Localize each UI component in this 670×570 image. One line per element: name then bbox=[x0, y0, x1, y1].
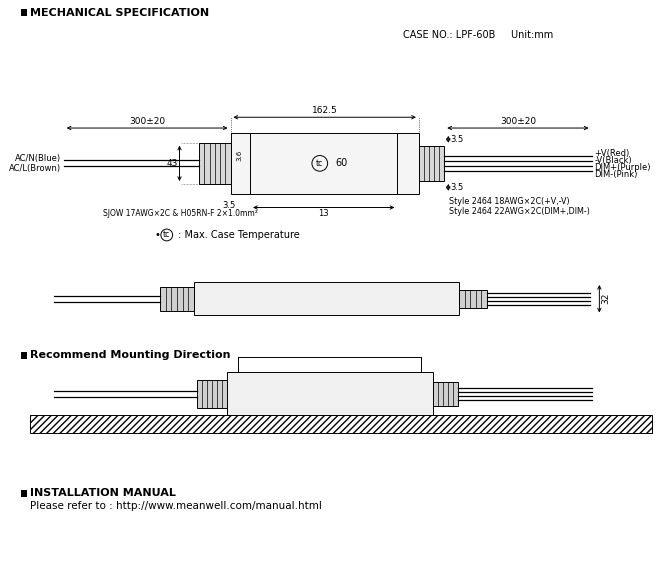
Bar bbox=[21, 9, 27, 16]
Text: MECHANICAL SPECIFICATION: MECHANICAL SPECIFICATION bbox=[30, 8, 210, 18]
Text: 162.5: 162.5 bbox=[312, 106, 338, 115]
Bar bbox=[21, 352, 27, 359]
Text: CASE NO.: LPF-60B     Unit:mm: CASE NO.: LPF-60B Unit:mm bbox=[403, 30, 553, 40]
Text: -V(Black): -V(Black) bbox=[594, 156, 632, 165]
Text: Style 2464 18AWG×2C(+V,-V): Style 2464 18AWG×2C(+V,-V) bbox=[450, 197, 570, 206]
Bar bbox=[419, 146, 444, 181]
Text: DIM-(Pink): DIM-(Pink) bbox=[594, 170, 638, 178]
Text: 300±20: 300±20 bbox=[129, 117, 165, 126]
Text: 60: 60 bbox=[335, 158, 348, 168]
Text: AC/L(Brown): AC/L(Brown) bbox=[9, 164, 61, 173]
Bar bbox=[199, 142, 230, 184]
Text: DIM+(Purple): DIM+(Purple) bbox=[594, 163, 651, 172]
Bar bbox=[226, 372, 433, 416]
Text: Please refer to : http://www.meanwell.com/manual.html: Please refer to : http://www.meanwell.co… bbox=[30, 500, 322, 511]
Text: 300±20: 300±20 bbox=[500, 117, 536, 126]
Bar bbox=[230, 133, 419, 194]
Bar bbox=[197, 380, 226, 408]
Text: Style 2464 22AWG×2C(DIM+,DIM-): Style 2464 22AWG×2C(DIM+,DIM-) bbox=[450, 207, 590, 216]
Text: Recommend Mounting Direction: Recommend Mounting Direction bbox=[30, 350, 231, 360]
Bar bbox=[433, 382, 458, 406]
Text: 3.5: 3.5 bbox=[450, 135, 464, 144]
Bar bbox=[30, 416, 653, 433]
Text: 3.5: 3.5 bbox=[222, 201, 235, 210]
Bar bbox=[160, 287, 194, 311]
Text: 13: 13 bbox=[318, 209, 329, 218]
Text: 32: 32 bbox=[602, 293, 610, 304]
Bar bbox=[21, 490, 27, 497]
Text: 3.5: 3.5 bbox=[450, 183, 464, 192]
Text: SJOW 17AWG×2C & H05RN-F 2×1.0mm²: SJOW 17AWG×2C & H05RN-F 2×1.0mm² bbox=[103, 209, 258, 218]
Bar bbox=[459, 290, 486, 308]
Text: 3.6: 3.6 bbox=[237, 150, 243, 161]
Text: INSTALLATION MANUAL: INSTALLATION MANUAL bbox=[30, 488, 176, 499]
Text: tc: tc bbox=[163, 230, 170, 239]
Text: •: • bbox=[155, 230, 164, 240]
Bar bbox=[194, 282, 459, 315]
Text: AC/N(Blue): AC/N(Blue) bbox=[15, 154, 61, 163]
Text: 43: 43 bbox=[166, 159, 178, 168]
Text: : Max. Case Temperature: : Max. Case Temperature bbox=[175, 230, 299, 240]
Text: tc: tc bbox=[316, 159, 324, 168]
Text: +V(Red): +V(Red) bbox=[594, 149, 630, 158]
